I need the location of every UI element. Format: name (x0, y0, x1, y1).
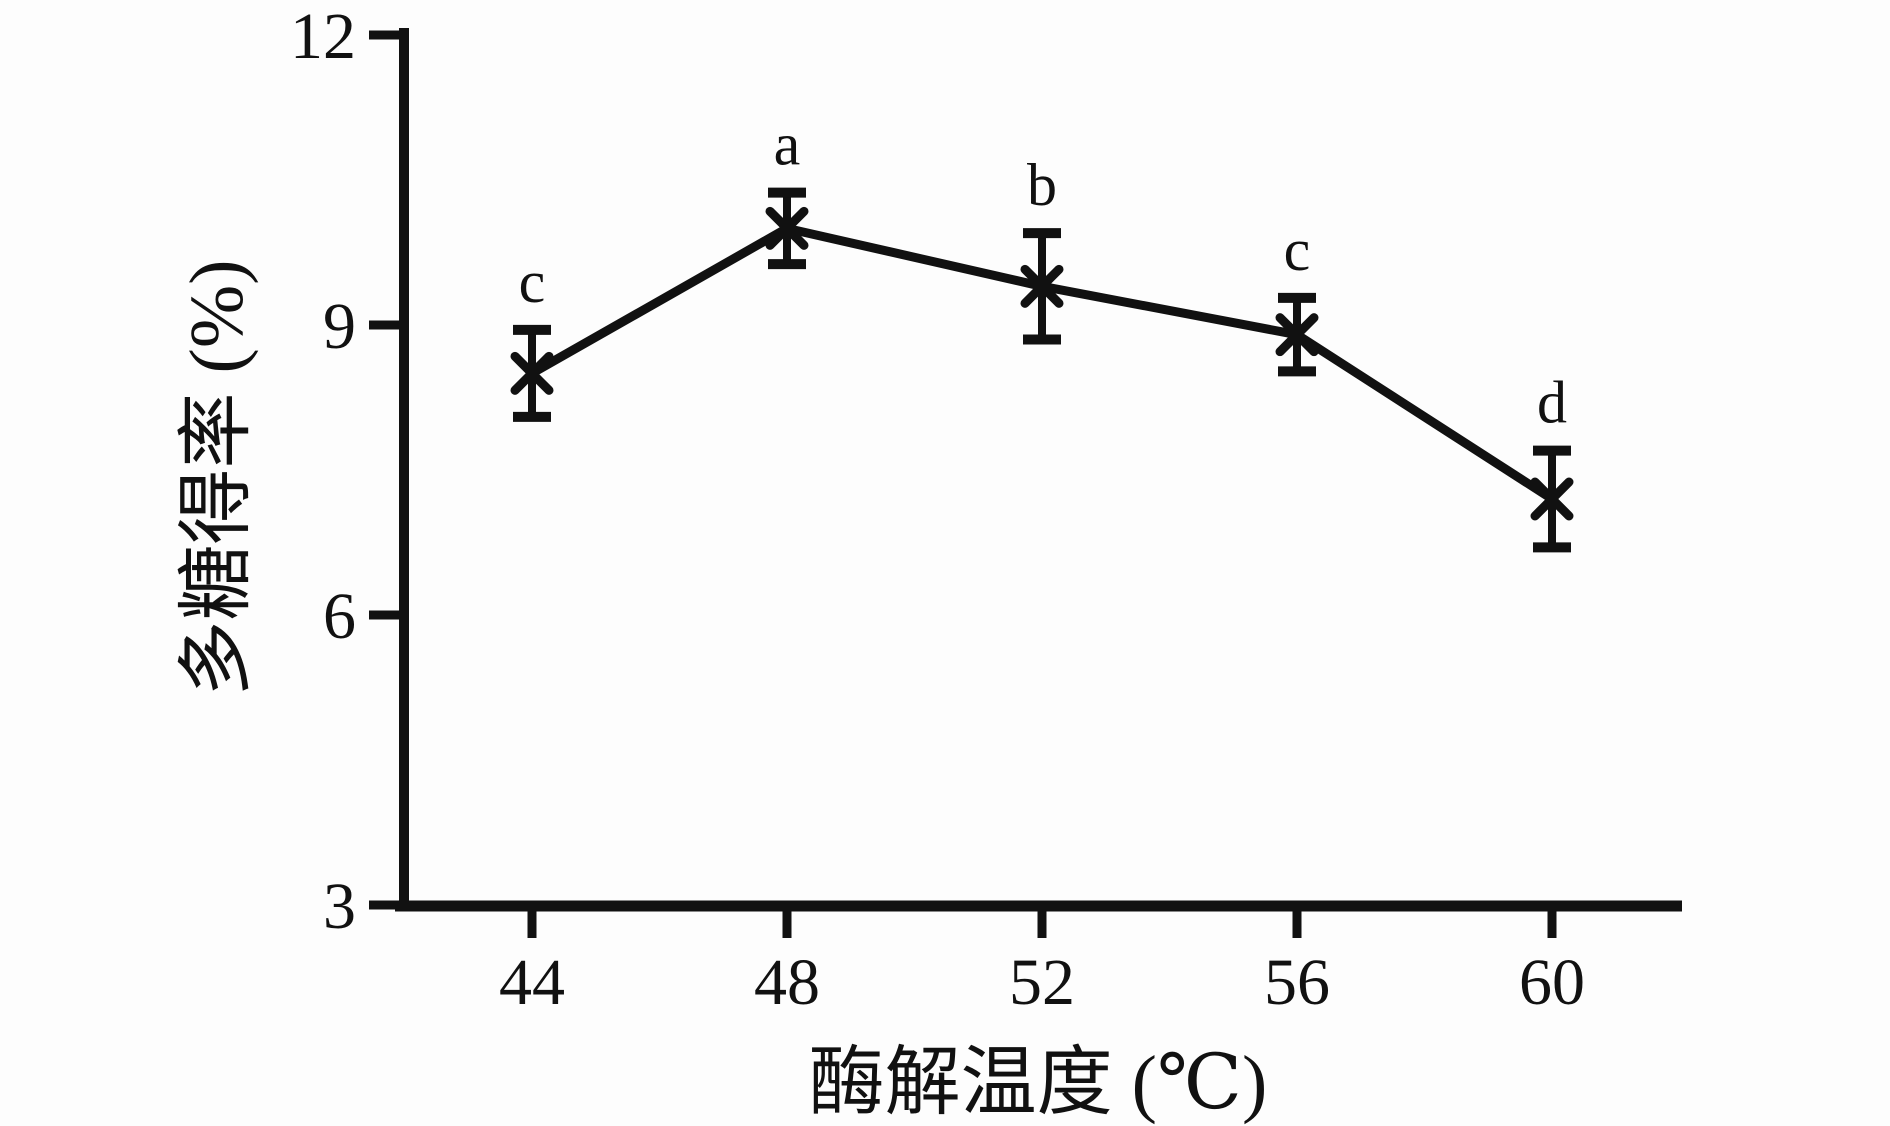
x-tick-label: 52 (1009, 946, 1075, 1019)
data-point-marker (1020, 264, 1064, 308)
y-tick-label: 6 (323, 580, 356, 653)
significance-label: a (774, 112, 801, 178)
y-tick-label: 12 (290, 0, 356, 73)
significance-label: c (1284, 217, 1311, 283)
data-point-marker (510, 351, 554, 395)
x-tick-label: 48 (754, 946, 820, 1019)
x-tick-label: 44 (499, 946, 565, 1019)
data-point-marker (1275, 313, 1319, 357)
significance-label: d (1537, 370, 1567, 436)
y-tick-label: 9 (323, 290, 356, 363)
y-axis-title: 多糖得率 (%) (175, 260, 259, 697)
x-tick-label: 56 (1264, 946, 1330, 1019)
significance-label: c (519, 249, 546, 315)
x-axis-title: 酶解温度 (℃) (809, 1041, 1268, 1125)
data-point-marker (1530, 477, 1574, 521)
y-tick-label: 3 (323, 870, 356, 943)
significance-label: b (1027, 152, 1057, 218)
x-tick-label: 60 (1519, 946, 1585, 1019)
data-point-marker (765, 206, 809, 250)
